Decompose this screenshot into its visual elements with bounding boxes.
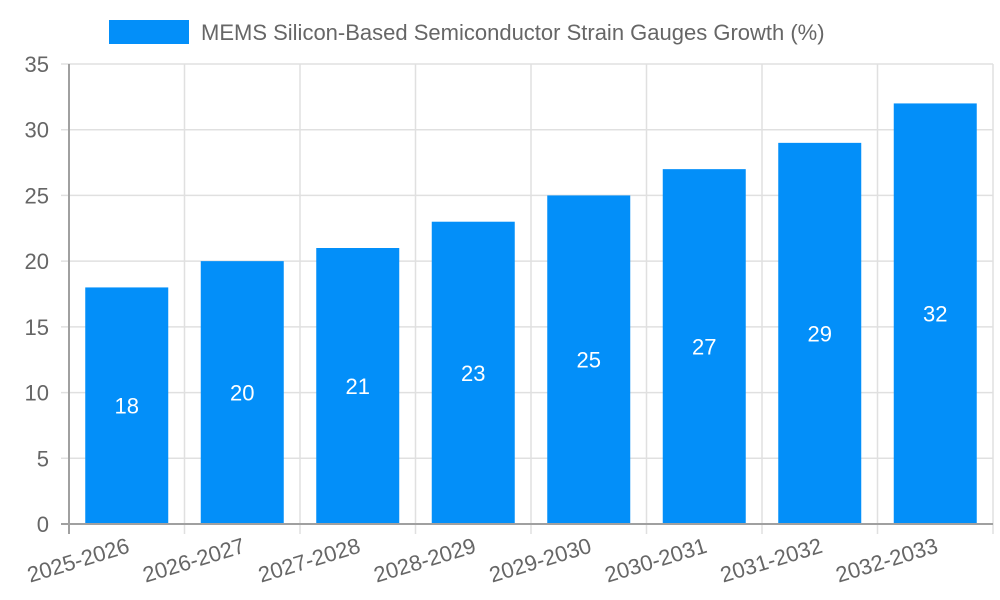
bar-value-label: 23 [461, 361, 485, 386]
legend-swatch [109, 20, 189, 44]
bar[interactable] [778, 142, 862, 524]
y-tick-label: 20 [25, 249, 49, 274]
bar[interactable] [200, 261, 284, 524]
bar[interactable] [316, 248, 400, 524]
bar-value-label: 18 [115, 394, 139, 419]
bar-value-label: 32 [923, 302, 947, 327]
bar-value-label: 29 [808, 321, 832, 346]
bar[interactable] [893, 103, 977, 524]
x-tick-label: 2031-2032 [717, 533, 825, 588]
x-tick-label: 2025-2026 [24, 533, 132, 588]
y-tick-label: 10 [25, 381, 49, 406]
bars: 18 20 21 23 25 27 29 32 [85, 103, 977, 524]
bar[interactable] [431, 221, 515, 524]
x-tick-label: 2032-2033 [833, 533, 941, 588]
y-tick-label: 15 [25, 315, 49, 340]
y-tick-label: 5 [37, 446, 49, 471]
y-tick-label: 35 [25, 52, 49, 77]
x-tick-label: 2028-2029 [371, 533, 479, 588]
bar-value-label: 25 [577, 348, 601, 373]
bar[interactable] [85, 287, 169, 524]
bar[interactable] [662, 169, 746, 524]
x-tick-label: 2030-2031 [602, 533, 710, 588]
x-tick-label: 2029-2030 [486, 533, 594, 588]
x-tick-label: 2027-2028 [255, 533, 363, 588]
y-tick-label: 30 [25, 118, 49, 143]
bar-value-label: 20 [230, 381, 254, 406]
legend[interactable]: MEMS Silicon-Based Semiconductor Strain … [109, 20, 825, 45]
y-tick-label: 0 [37, 512, 49, 537]
bar[interactable] [547, 195, 631, 524]
y-tick-label: 25 [25, 183, 49, 208]
x-tick-label: 2026-2027 [140, 533, 248, 588]
legend-label: MEMS Silicon-Based Semiconductor Strain … [201, 20, 825, 45]
bar-value-label: 27 [692, 335, 716, 360]
bar-value-label: 21 [346, 374, 370, 399]
